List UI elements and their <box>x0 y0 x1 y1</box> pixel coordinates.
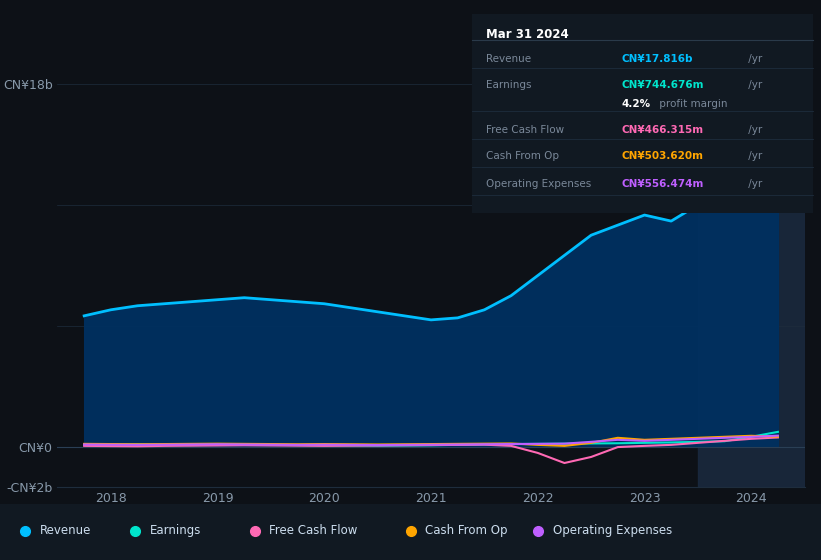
Text: Free Cash Flow: Free Cash Flow <box>269 524 358 538</box>
Bar <box>698 84 805 487</box>
Text: Cash From Op: Cash From Op <box>425 524 507 538</box>
Text: /yr: /yr <box>745 54 762 64</box>
Text: CN¥744.676m: CN¥744.676m <box>622 80 704 90</box>
Text: Cash From Op: Cash From Op <box>486 151 559 161</box>
Text: Mar 31 2024: Mar 31 2024 <box>486 28 568 41</box>
Text: CN¥556.474m: CN¥556.474m <box>622 179 704 189</box>
Text: /yr: /yr <box>745 151 762 161</box>
Text: Earnings: Earnings <box>486 80 531 90</box>
Text: CN¥466.315m: CN¥466.315m <box>622 125 704 136</box>
Text: /yr: /yr <box>745 125 762 136</box>
Text: Revenue: Revenue <box>486 54 531 64</box>
Text: CN¥503.620m: CN¥503.620m <box>622 151 704 161</box>
Text: Operating Expenses: Operating Expenses <box>553 524 672 538</box>
Text: Operating Expenses: Operating Expenses <box>486 179 591 189</box>
Text: CN¥17.816b: CN¥17.816b <box>622 54 694 64</box>
Text: /yr: /yr <box>745 80 762 90</box>
Text: Revenue: Revenue <box>39 524 91 538</box>
Text: Free Cash Flow: Free Cash Flow <box>486 125 564 136</box>
Text: profit margin: profit margin <box>656 100 727 110</box>
Text: 4.2%: 4.2% <box>622 100 651 110</box>
Text: Earnings: Earnings <box>150 524 202 538</box>
Text: /yr: /yr <box>745 179 762 189</box>
